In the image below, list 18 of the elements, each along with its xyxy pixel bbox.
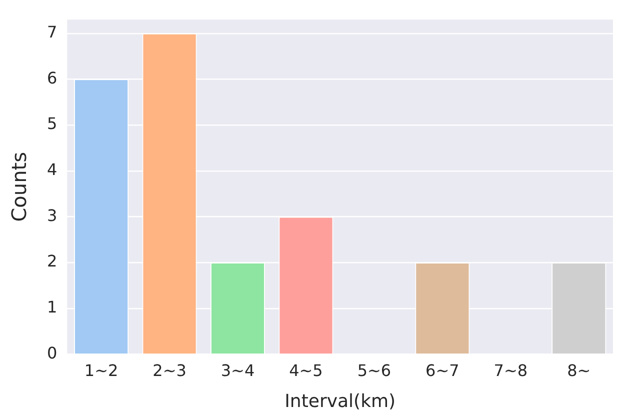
x-tick-label: 2~3 xyxy=(152,360,186,380)
x-axis-title: Interval(km) xyxy=(284,390,396,412)
x-tick-label: 3~4 xyxy=(220,360,255,380)
y-tick-label: 4 xyxy=(46,160,58,180)
x-tick-label: 6~7 xyxy=(426,360,460,380)
y-tick-label: 5 xyxy=(46,114,58,134)
y-tick-label: 3 xyxy=(46,206,58,225)
y-tick-label: 6 xyxy=(46,68,58,88)
x-tick-label: 7~8 xyxy=(494,360,528,380)
x-tick-label: 8~ xyxy=(567,360,591,380)
y-tick-label: 0 xyxy=(46,343,58,362)
y-axis-title: Counts xyxy=(7,152,32,222)
y-tick-label: 7 xyxy=(46,22,58,42)
x-tick-label: 5~6 xyxy=(357,360,392,380)
x-tick-label: 1~2 xyxy=(84,360,118,380)
x-tick-label: 4~5 xyxy=(289,360,323,380)
y-tick-label: 1 xyxy=(46,298,58,317)
y-tick-label: 2 xyxy=(46,252,58,271)
